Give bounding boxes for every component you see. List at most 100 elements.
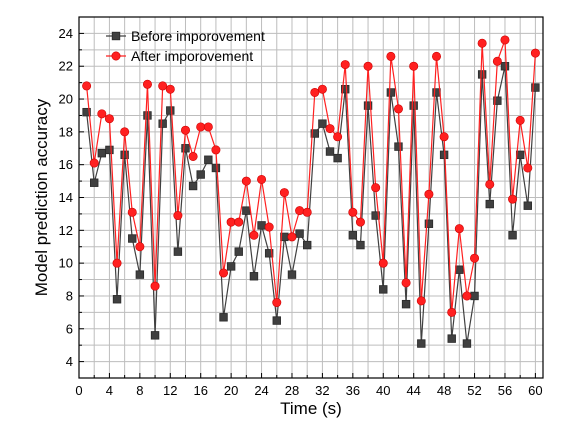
data-point-circle bbox=[439, 132, 449, 142]
data-point-circle bbox=[424, 189, 434, 199]
data-point-circle bbox=[432, 51, 442, 61]
data-point-square bbox=[318, 119, 327, 128]
grid-lines bbox=[79, 17, 543, 378]
data-point-square bbox=[523, 201, 532, 210]
data-point-circle bbox=[523, 163, 533, 173]
data-point-circle bbox=[158, 81, 168, 91]
data-point-square bbox=[158, 119, 167, 128]
y-tick-label: 8 bbox=[66, 288, 73, 303]
data-point-square bbox=[325, 147, 335, 156]
data-point-circle bbox=[120, 127, 130, 137]
legend-label: Before imporovement bbox=[131, 28, 265, 44]
data-point-square bbox=[143, 111, 152, 120]
data-point-square bbox=[531, 83, 540, 92]
data-point-circle bbox=[249, 230, 259, 240]
data-point-circle bbox=[135, 242, 145, 252]
x-tick-label: 8 bbox=[136, 383, 143, 398]
data-point-circle bbox=[272, 298, 282, 308]
data-point-circle bbox=[180, 125, 190, 135]
data-point-circle bbox=[234, 217, 244, 227]
data-point-circle bbox=[112, 258, 122, 268]
data-point-square bbox=[287, 270, 297, 279]
y-tick-label: 4 bbox=[66, 354, 73, 369]
data-point-circle bbox=[416, 296, 426, 306]
y-tick-label: 10 bbox=[59, 256, 73, 271]
x-tick-label: 44 bbox=[406, 383, 420, 398]
data-point-square bbox=[363, 101, 373, 110]
data-point-circle bbox=[409, 61, 419, 71]
data-point-circle bbox=[401, 278, 411, 288]
x-tick-label: 36 bbox=[346, 383, 360, 398]
data-point-square bbox=[90, 178, 99, 187]
data-point-circle bbox=[371, 183, 381, 193]
x-tick-label: 24 bbox=[254, 383, 268, 398]
legend-label: After imporovement bbox=[131, 48, 253, 64]
data-point-circle bbox=[355, 217, 365, 227]
series-2 bbox=[82, 35, 540, 317]
data-point-square bbox=[128, 234, 137, 243]
data-point-square bbox=[356, 240, 365, 250]
y-tick-label: 6 bbox=[66, 321, 73, 336]
data-point-square bbox=[112, 295, 122, 304]
data-point-circle bbox=[203, 122, 213, 132]
data-point-square bbox=[477, 70, 487, 79]
data-point-circle bbox=[477, 38, 487, 48]
data-point-circle bbox=[257, 174, 267, 184]
data-point-square bbox=[166, 106, 175, 115]
x-tick-label: 0 bbox=[75, 383, 82, 398]
data-point-square bbox=[234, 247, 243, 256]
data-point-square bbox=[82, 107, 91, 117]
x-tick-label: 28 bbox=[285, 383, 299, 398]
data-point-circle bbox=[241, 176, 251, 186]
data-point-square bbox=[417, 339, 426, 348]
data-point-square bbox=[386, 88, 396, 97]
data-point-square bbox=[424, 219, 434, 228]
data-point-square bbox=[455, 265, 464, 274]
data-point-square bbox=[379, 285, 388, 294]
data-point-circle bbox=[104, 114, 114, 124]
x-tick-label: 60 bbox=[528, 383, 542, 398]
data-point-square bbox=[272, 316, 281, 325]
data-point-square bbox=[204, 155, 213, 164]
data-point-circle bbox=[89, 158, 99, 168]
series-layer bbox=[82, 35, 540, 348]
data-point-circle bbox=[173, 211, 183, 221]
data-point-square bbox=[295, 229, 304, 238]
y-tick-label: 14 bbox=[59, 190, 73, 205]
data-point-circle bbox=[188, 151, 198, 161]
data-point-square bbox=[500, 62, 510, 71]
series-line bbox=[86, 66, 536, 344]
data-point-square bbox=[447, 334, 456, 343]
data-point-square bbox=[188, 181, 198, 191]
data-point-square bbox=[135, 270, 145, 279]
data-point-circle bbox=[196, 122, 206, 132]
data-point-circle bbox=[485, 179, 495, 189]
legend-marker bbox=[111, 31, 121, 41]
data-point-square bbox=[508, 231, 517, 240]
data-point-square bbox=[348, 231, 358, 240]
data-point-circle bbox=[378, 258, 388, 268]
data-point-circle bbox=[279, 188, 289, 198]
data-point-circle bbox=[219, 268, 229, 278]
legend-item-1: Before imporovement bbox=[106, 28, 265, 44]
data-point-square bbox=[341, 85, 350, 94]
data-point-circle bbox=[508, 194, 518, 204]
x-tick-label: 12 bbox=[163, 383, 177, 398]
legend: Before imporovement After imporovement bbox=[106, 28, 265, 64]
data-point-square bbox=[219, 313, 228, 322]
y-tick-label: 24 bbox=[59, 26, 73, 41]
data-point-square bbox=[470, 291, 479, 301]
data-point-square bbox=[401, 299, 411, 309]
data-point-square bbox=[181, 144, 190, 153]
data-point-square bbox=[409, 101, 418, 110]
data-point-circle bbox=[264, 222, 274, 232]
x-tick-label: 52 bbox=[467, 383, 481, 398]
data-point-square bbox=[333, 153, 342, 163]
y-tick-label: 12 bbox=[59, 223, 73, 238]
data-point-circle bbox=[325, 124, 335, 134]
data-point-square bbox=[257, 221, 266, 230]
data-point-square bbox=[211, 163, 221, 173]
data-point-circle bbox=[386, 51, 396, 61]
data-point-square bbox=[394, 142, 403, 151]
